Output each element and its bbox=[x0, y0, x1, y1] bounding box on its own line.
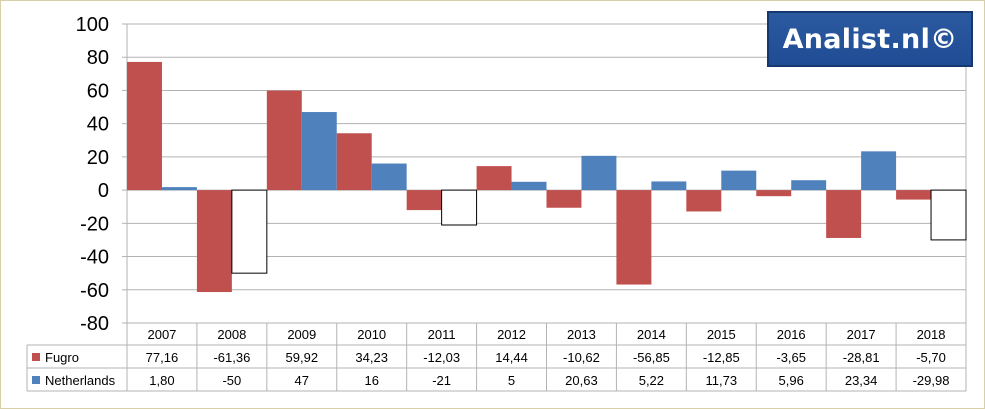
data-label: 14,44 bbox=[495, 350, 528, 365]
bar-netherlands-2012 bbox=[511, 181, 547, 191]
data-label: 23,34 bbox=[845, 373, 878, 388]
bar-netherlands-2011 bbox=[441, 189, 478, 226]
watermark-logo: Analist.nl© bbox=[767, 11, 973, 67]
data-label: -10,62 bbox=[563, 350, 600, 365]
bar-fugro-2013 bbox=[546, 190, 582, 208]
y-tick-label: -80 bbox=[80, 313, 109, 335]
bar-netherlands-2016 bbox=[791, 180, 827, 191]
x-category-label: 2012 bbox=[497, 327, 526, 342]
data-label: -3,65 bbox=[776, 350, 806, 365]
x-category-label: 2017 bbox=[847, 327, 876, 342]
data-label: -29,98 bbox=[913, 373, 950, 388]
x-category-label: 2008 bbox=[217, 327, 246, 342]
y-tick-label: 20 bbox=[87, 147, 109, 169]
bar-fugro-2011 bbox=[406, 190, 442, 211]
data-label: 34,23 bbox=[355, 350, 388, 365]
legend-label-netherlands: Netherlands bbox=[45, 373, 116, 388]
bar-fugro-2015 bbox=[686, 190, 722, 212]
data-label: -5,70 bbox=[916, 350, 946, 365]
y-axis-ticks: 100 80 60 40 20 0 -20 -40 -60 -80 bbox=[76, 14, 109, 335]
x-category-label: 2016 bbox=[777, 327, 806, 342]
data-label: -12,03 bbox=[423, 350, 460, 365]
data-label: 5,96 bbox=[779, 373, 804, 388]
bar-netherlands-2010 bbox=[371, 163, 407, 191]
bar-netherlands-2009 bbox=[301, 112, 337, 191]
bar-fugro-2012 bbox=[476, 166, 512, 191]
data-label: 5 bbox=[508, 373, 515, 388]
bar-fugro-2016 bbox=[756, 190, 792, 197]
data-label: 47 bbox=[295, 373, 309, 388]
y-tick-label: 100 bbox=[76, 14, 109, 36]
data-label: 1,80 bbox=[149, 373, 174, 388]
legend-swatch-netherlands bbox=[32, 376, 40, 384]
bar-netherlands-2007 bbox=[161, 187, 197, 191]
bar-fugro-2009 bbox=[266, 90, 302, 191]
bar-fugro-2018 bbox=[896, 190, 932, 200]
data-label: 16 bbox=[364, 373, 378, 388]
bar-netherlands-2017 bbox=[861, 151, 897, 191]
y-tick-label: 60 bbox=[87, 80, 109, 102]
x-category-label: 2018 bbox=[917, 327, 946, 342]
data-label: 59,92 bbox=[286, 350, 319, 365]
watermark-text: Analist.nl© bbox=[782, 23, 958, 55]
data-table: 2007 2008 2009 2010 2011 2012 2013 2014 2015 2016… bbox=[26, 322, 966, 392]
x-category-label: 2010 bbox=[357, 327, 386, 342]
data-label: 5,22 bbox=[639, 373, 664, 388]
data-label: -28,81 bbox=[843, 350, 880, 365]
data-label: -50 bbox=[222, 373, 241, 388]
data-label: -61,36 bbox=[213, 350, 250, 365]
x-category-label: 2015 bbox=[707, 327, 736, 342]
y-tick-label: 80 bbox=[87, 47, 109, 69]
y-tick-label: -20 bbox=[80, 213, 109, 235]
data-label: -21 bbox=[432, 373, 451, 388]
x-category-label: 2009 bbox=[287, 327, 316, 342]
y-tick-label: -40 bbox=[80, 247, 109, 269]
bar-netherlands-2015 bbox=[721, 170, 757, 191]
bar-netherlands-2008 bbox=[231, 189, 268, 274]
x-category-label: 2013 bbox=[567, 327, 596, 342]
data-label: 20,63 bbox=[565, 373, 598, 388]
data-label: -56,85 bbox=[633, 350, 670, 365]
data-label: -12,85 bbox=[703, 350, 740, 365]
data-label: 77,16 bbox=[146, 350, 179, 365]
bar-fugro-2007 bbox=[127, 61, 162, 191]
x-category-label: 2014 bbox=[637, 327, 666, 342]
data-label: 11,73 bbox=[706, 373, 738, 388]
y-tick-label: -60 bbox=[80, 280, 109, 302]
bar-netherlands-2018 bbox=[930, 189, 967, 241]
bars bbox=[127, 61, 967, 293]
bar-netherlands-2014 bbox=[651, 181, 687, 191]
bar-fugro-2008 bbox=[196, 190, 232, 293]
bar-netherlands-2013 bbox=[581, 155, 617, 191]
bar-fugro-2014 bbox=[616, 190, 652, 285]
y-tick-label: 0 bbox=[98, 180, 109, 202]
legend-label-fugro: Fugro bbox=[45, 350, 79, 365]
bar-fugro-2010 bbox=[336, 133, 372, 191]
x-category-label: 2011 bbox=[428, 327, 456, 342]
y-tick-label: 40 bbox=[87, 114, 109, 136]
legend-swatch-fugro bbox=[32, 353, 40, 361]
bar-fugro-2017 bbox=[826, 190, 862, 238]
x-category-label: 2007 bbox=[147, 327, 176, 342]
